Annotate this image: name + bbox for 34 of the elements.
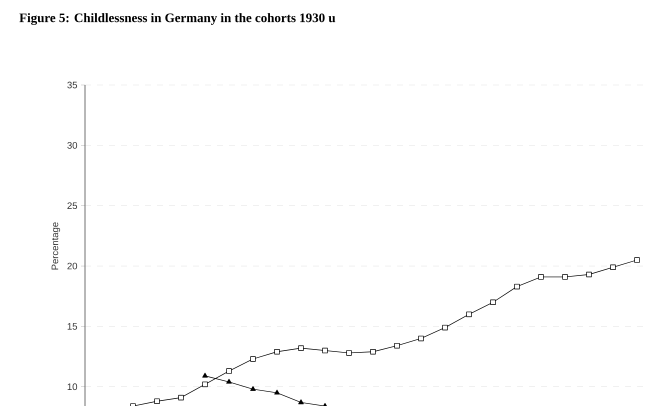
point xyxy=(250,356,256,362)
chart-title: Figure 5: Childlessness in Germany in the cohorts 1930 u xyxy=(19,13,336,25)
y-tick-label: 35 xyxy=(67,82,78,88)
point xyxy=(514,284,520,290)
y-axis-title: Percentage xyxy=(52,222,60,270)
point xyxy=(298,345,304,351)
point xyxy=(250,386,256,391)
point xyxy=(370,349,376,354)
point xyxy=(298,399,304,404)
point xyxy=(610,264,616,270)
point xyxy=(322,348,328,354)
point xyxy=(418,336,424,342)
point xyxy=(538,274,544,280)
point xyxy=(274,390,280,395)
point xyxy=(202,382,208,388)
point xyxy=(202,372,208,378)
y-tick-label: 30 xyxy=(67,142,78,149)
point xyxy=(586,272,592,278)
y-tick-label: 15 xyxy=(68,323,78,330)
point xyxy=(274,349,280,354)
y-tick-label: 10 xyxy=(68,383,78,390)
point xyxy=(154,398,160,404)
y-tick-label: 20 xyxy=(67,262,78,270)
point xyxy=(394,342,400,348)
point xyxy=(346,350,352,356)
point xyxy=(634,257,640,263)
point xyxy=(490,300,496,306)
point xyxy=(226,378,232,384)
point xyxy=(466,312,472,318)
point xyxy=(442,324,448,330)
point xyxy=(226,368,232,374)
y-tick-label: 25 xyxy=(67,202,78,210)
point xyxy=(178,394,184,400)
point xyxy=(562,274,568,280)
